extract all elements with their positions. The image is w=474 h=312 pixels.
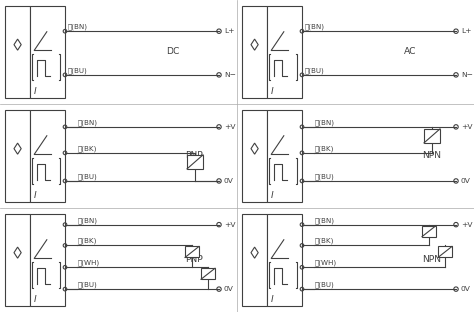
Text: 兰(BU): 兰(BU) (78, 281, 98, 288)
Text: 白(WH): 白(WH) (315, 260, 337, 266)
Text: N−: N− (224, 72, 236, 78)
Text: I: I (34, 87, 36, 96)
Polygon shape (251, 247, 258, 258)
Polygon shape (251, 39, 258, 50)
Text: 兰(BU): 兰(BU) (315, 281, 335, 288)
Text: L+: L+ (224, 28, 235, 34)
Bar (242, 6, 267, 98)
Text: PNP: PNP (185, 152, 203, 160)
Bar (30, 6, 65, 98)
Polygon shape (251, 143, 258, 154)
Bar (424, 129, 440, 143)
Bar (30, 214, 65, 306)
Text: +V: +V (461, 222, 473, 228)
Text: 棕(BN): 棕(BN) (315, 217, 335, 224)
Text: 棕(BN): 棕(BN) (78, 119, 98, 126)
Text: +V: +V (224, 222, 236, 228)
Bar (30, 110, 65, 202)
Text: I: I (271, 295, 273, 305)
Bar (438, 246, 452, 257)
Bar (5, 6, 30, 98)
Bar (267, 6, 302, 98)
Text: I: I (34, 295, 36, 305)
Bar (422, 226, 436, 236)
Bar (242, 214, 267, 306)
Text: 棕(BN): 棕(BN) (68, 24, 88, 30)
Text: +V: +V (461, 124, 473, 130)
Text: PNP: PNP (185, 256, 203, 265)
Text: +V: +V (224, 124, 236, 130)
Text: I: I (271, 87, 273, 96)
Bar (5, 214, 30, 306)
Bar (185, 246, 199, 257)
Polygon shape (14, 39, 21, 50)
Text: AC: AC (404, 47, 416, 56)
Text: 黑(BK): 黑(BK) (78, 238, 97, 244)
Text: 兰(BU): 兰(BU) (78, 173, 98, 180)
Text: 棕(BN): 棕(BN) (305, 24, 325, 30)
Text: I: I (271, 192, 273, 201)
Text: 兰(BU): 兰(BU) (315, 173, 335, 180)
Text: 0V: 0V (461, 286, 471, 292)
Text: 0V: 0V (224, 178, 234, 184)
Bar (242, 110, 267, 202)
Text: 0V: 0V (461, 178, 471, 184)
Text: 黑(BK): 黑(BK) (78, 145, 97, 152)
Bar (201, 268, 215, 279)
Bar (267, 214, 302, 306)
Text: NPN: NPN (422, 152, 441, 160)
Text: 棕(BN): 棕(BN) (78, 217, 98, 224)
Text: DC: DC (166, 47, 180, 56)
Text: 白(WH): 白(WH) (78, 260, 100, 266)
Text: NPN: NPN (422, 256, 441, 265)
Text: 黑(BK): 黑(BK) (315, 238, 334, 244)
Bar (267, 110, 302, 202)
Text: I: I (34, 192, 36, 201)
Text: N−: N− (461, 72, 473, 78)
Text: L+: L+ (461, 28, 472, 34)
Bar (5, 110, 30, 202)
Text: 棕(BN): 棕(BN) (315, 119, 335, 126)
Polygon shape (14, 247, 21, 258)
Polygon shape (14, 143, 21, 154)
Text: 0V: 0V (224, 286, 234, 292)
Bar (187, 155, 203, 169)
Text: 兰(BU): 兰(BU) (305, 67, 325, 74)
Text: 黑(BK): 黑(BK) (315, 145, 334, 152)
Text: 兰(BU): 兰(BU) (68, 67, 88, 74)
